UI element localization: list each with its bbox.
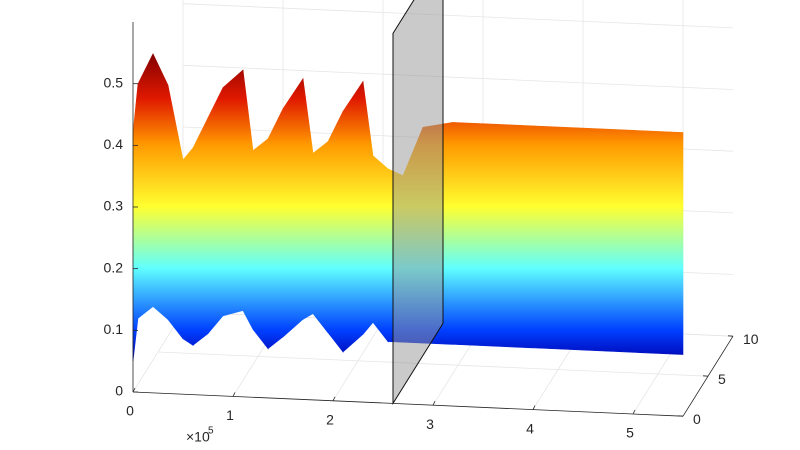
x-multiplier-base: ×10 bbox=[186, 429, 210, 445]
surface bbox=[132, 0, 684, 406]
surface-patch bbox=[302, 78, 314, 320]
surface-patch bbox=[632, 129, 684, 355]
surface-patch bbox=[252, 138, 269, 350]
surface-patch bbox=[182, 147, 194, 346]
y-tick-label: 0 bbox=[693, 411, 701, 427]
surface-patch bbox=[327, 111, 344, 353]
x-tick bbox=[332, 396, 336, 401]
y-tick-label: 10 bbox=[743, 331, 759, 347]
z-tick-label: 0.5 bbox=[104, 74, 124, 90]
surface-patch bbox=[267, 108, 284, 350]
z-tick-label: 0.3 bbox=[104, 198, 124, 214]
surface-patch bbox=[132, 83, 139, 362]
x-tick bbox=[132, 387, 136, 393]
y-tick-label: 5 bbox=[718, 371, 726, 387]
surface-patch bbox=[167, 85, 184, 340]
x-tick-label: 0 bbox=[126, 403, 134, 419]
surface-patch bbox=[282, 77, 304, 338]
x-tick bbox=[532, 405, 536, 410]
cut-plane bbox=[392, 0, 444, 406]
x-tick-label: 2 bbox=[326, 412, 334, 428]
surface-patch bbox=[342, 80, 364, 353]
x-tick-label: 5 bbox=[626, 425, 634, 441]
surface-patch bbox=[242, 69, 254, 330]
x-axis bbox=[132, 391, 684, 417]
z-tick-label: 0.4 bbox=[104, 136, 124, 152]
surface-patch bbox=[312, 140, 329, 334]
surface-patch bbox=[362, 81, 374, 336]
surface-patch bbox=[222, 69, 244, 317]
surface-patch bbox=[452, 122, 534, 349]
grid-line bbox=[182, 64, 734, 90]
grid-line bbox=[157, 351, 709, 377]
z-tick-label: 0.2 bbox=[104, 259, 124, 275]
x-tick bbox=[632, 409, 636, 415]
x-tick-label: 4 bbox=[526, 420, 534, 436]
axes: 0 0.1 0.2 0.3 0.4 0.5 0 1 2 3 4 5 0 5 10 bbox=[104, 22, 759, 441]
x-tick-label: 3 bbox=[426, 416, 434, 432]
surface-patch bbox=[372, 155, 389, 343]
surface-patch bbox=[532, 125, 634, 353]
surface-patch bbox=[192, 117, 209, 346]
x-multiplier-exponent: 5 bbox=[208, 426, 214, 437]
x-tick-label: 1 bbox=[226, 407, 234, 423]
x-tick bbox=[232, 392, 236, 397]
z-tick-label: 0 bbox=[115, 383, 123, 399]
x-tick bbox=[432, 401, 436, 406]
grid-line bbox=[182, 3, 734, 29]
surface-patch bbox=[152, 53, 169, 321]
surface-patch bbox=[207, 87, 224, 335]
z-tick-label: 0.1 bbox=[104, 321, 124, 337]
surface-patch bbox=[137, 53, 154, 319]
